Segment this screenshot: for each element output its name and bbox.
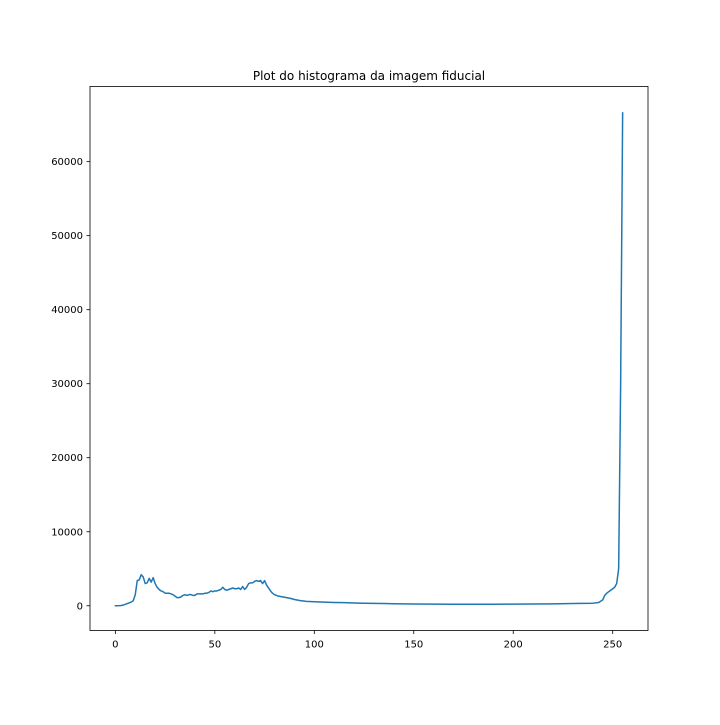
y-tick-label: 20000 [51,453,83,464]
y-tick-label: 50000 [51,231,83,242]
histogram-line [114,112,624,607]
y-tick-label: 0 [77,601,83,612]
y-tick-label: 30000 [51,379,83,390]
y-tick-label: 60000 [51,157,83,168]
x-tick-label: 50 [208,640,221,651]
x-axis: 0 50 100 150 200 250 [112,630,622,651]
x-tick-label: 0 [112,640,118,651]
x-tick-label: 200 [504,640,523,651]
chart-title: Plot do histograma da imagem fiducial [253,69,485,83]
y-tick-label: 40000 [51,305,83,316]
x-tick-label: 100 [305,640,324,651]
y-axis: 0 10000 20000 30000 40000 50000 60000 [51,157,90,612]
y-tick-label: 10000 [51,527,83,538]
x-tick-label: 250 [603,640,622,651]
plot-area-frame [89,86,649,631]
x-tick-label: 150 [404,640,423,651]
